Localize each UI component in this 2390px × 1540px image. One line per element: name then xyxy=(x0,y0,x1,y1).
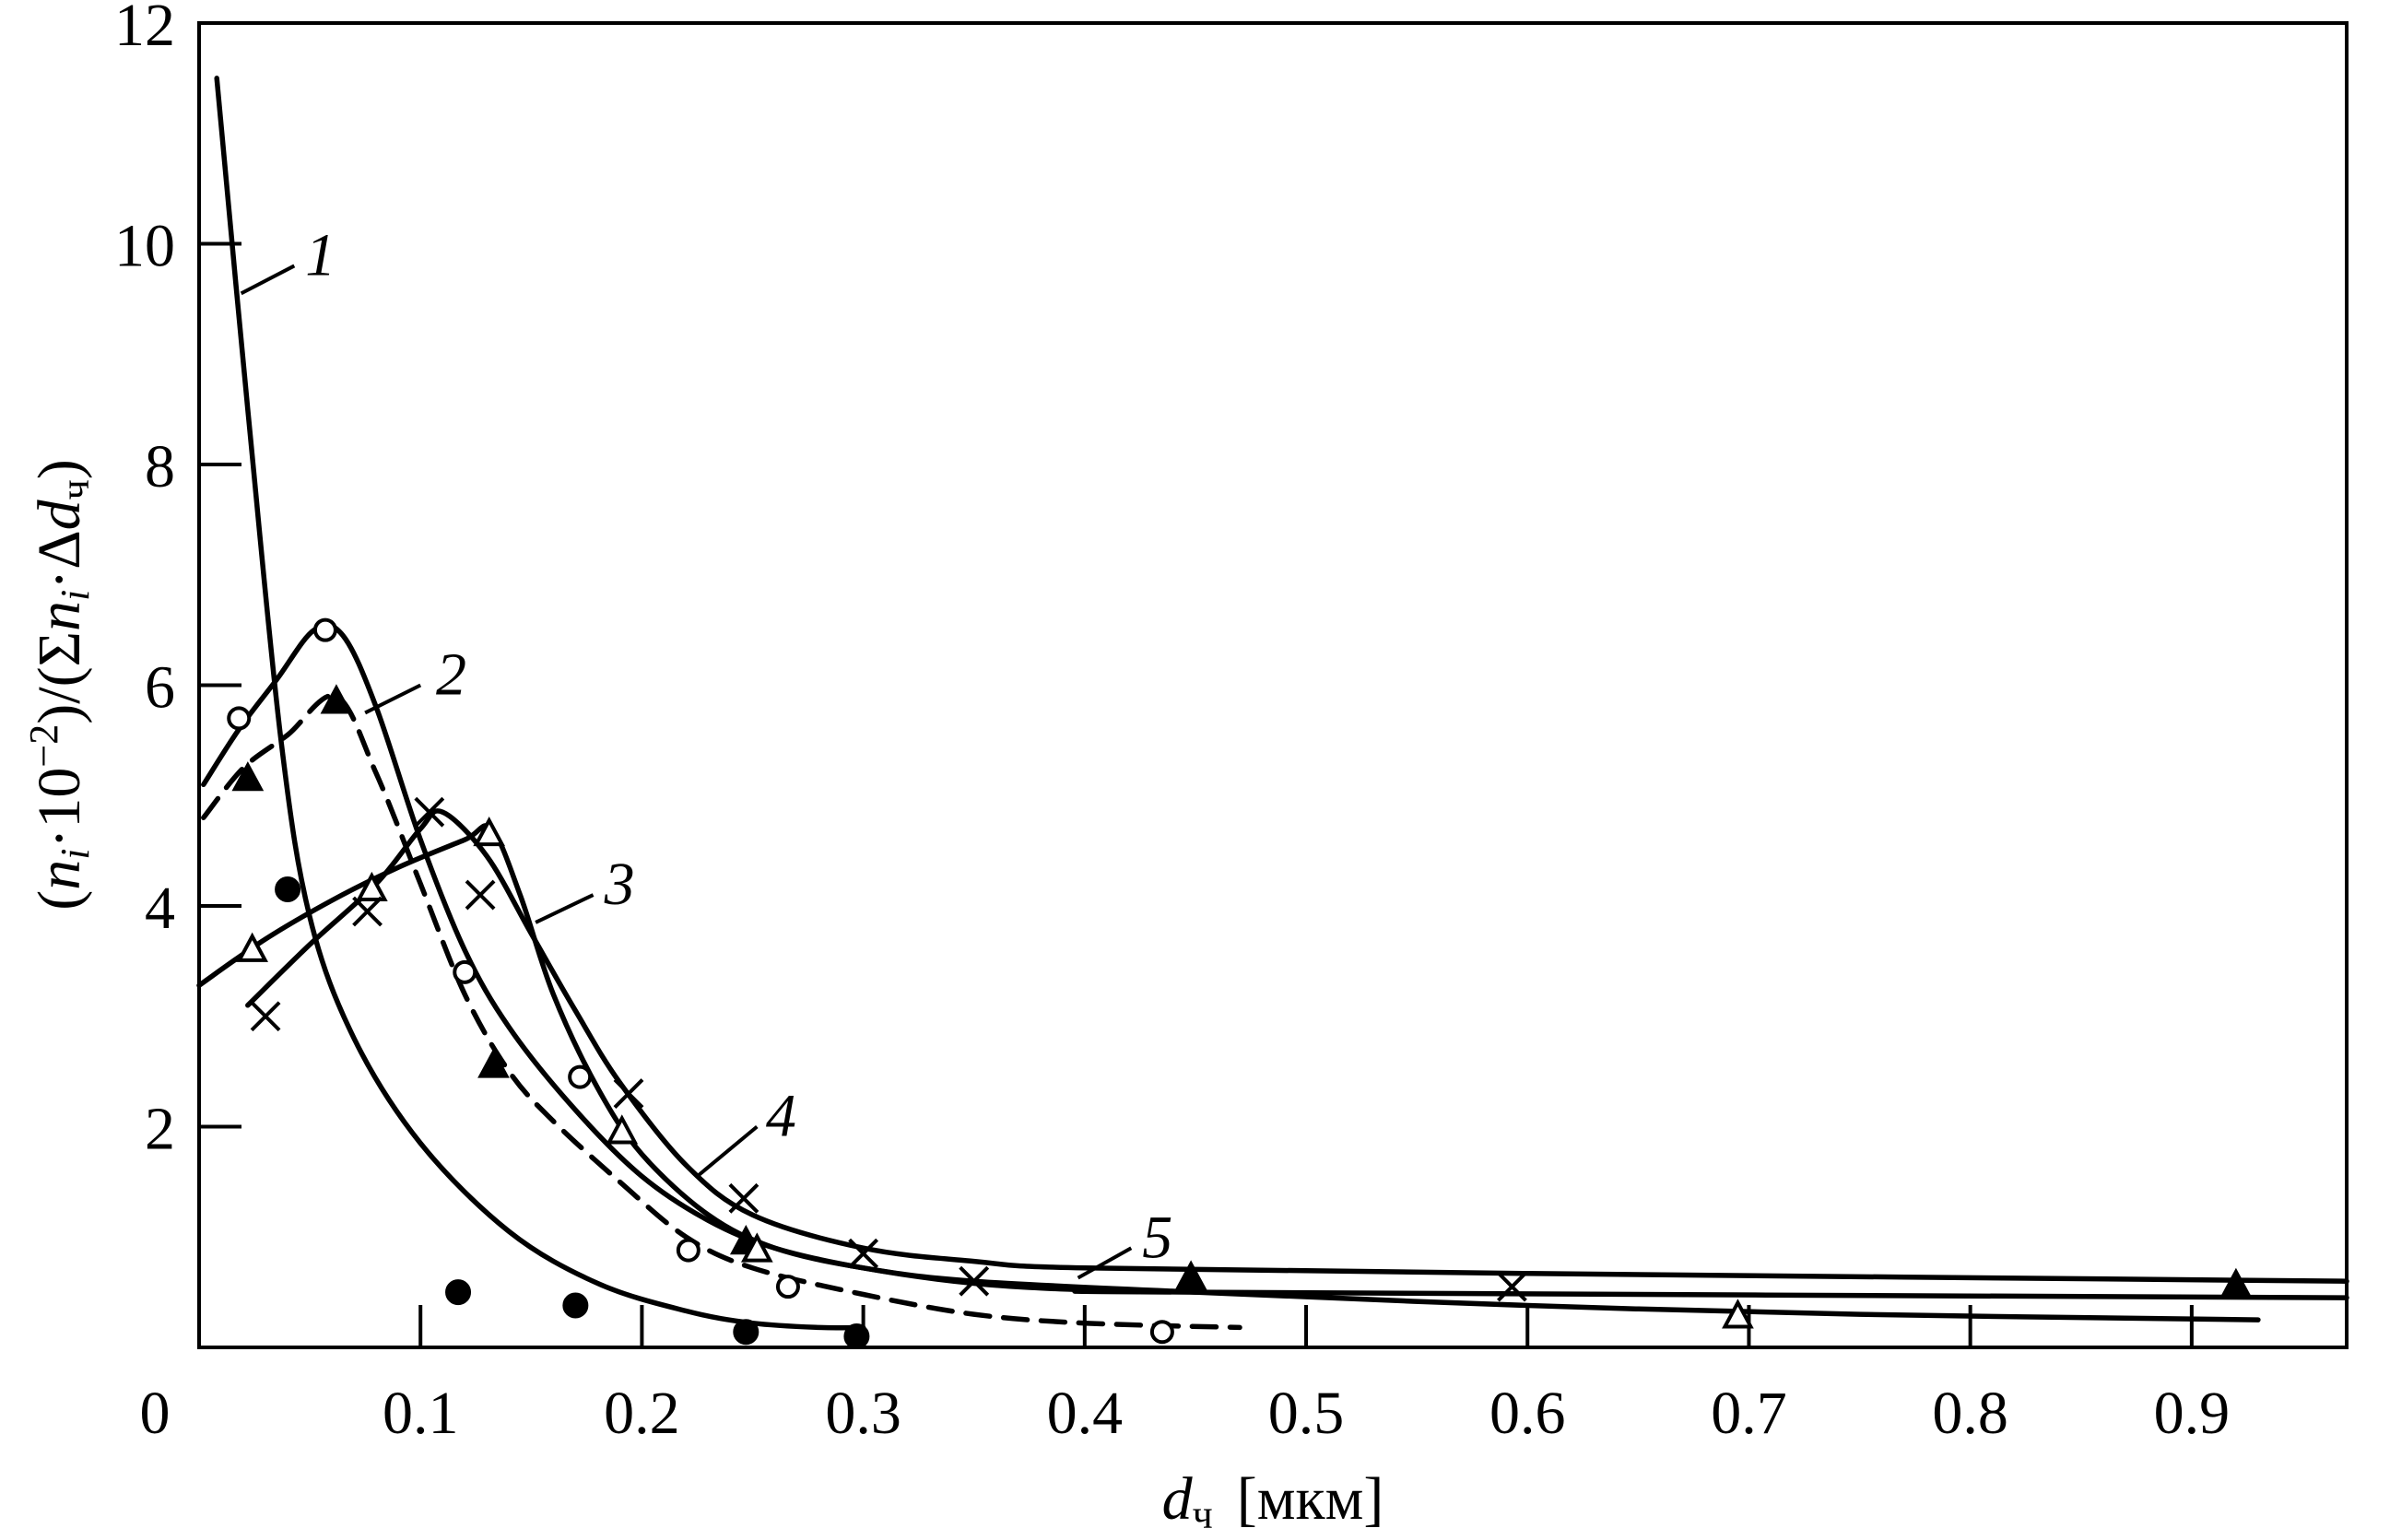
data-point-open-circle xyxy=(775,1275,800,1299)
curve-label: 1 xyxy=(305,221,336,288)
data-point-cross xyxy=(352,896,383,927)
y-tick-label: 4 xyxy=(145,875,175,942)
data-point-filled-triangle xyxy=(231,761,265,792)
data-point-cross xyxy=(414,796,445,828)
data-point-filled-triangle xyxy=(1174,1260,1207,1290)
data-point-filled-circle xyxy=(445,1279,472,1306)
x-tick-labels: 0.1 0.2 0.3 0.4 0.5 0.6 0.7 0.8 0.9 xyxy=(383,1380,2230,1447)
curve-label: 5 xyxy=(1142,1204,1172,1271)
y-tick-label: 12 xyxy=(114,0,175,59)
x-tick-label: 0.5 xyxy=(1268,1380,1345,1447)
y-tick-labels: 2 4 6 8 10 12 xyxy=(114,0,175,1163)
data-point-open-triangle xyxy=(236,932,268,962)
curves xyxy=(196,76,2349,1331)
series-curve xyxy=(196,823,2261,1323)
data-point-open-triangle xyxy=(606,1114,639,1145)
data-point-filled-triangle xyxy=(477,1048,510,1078)
curve-label: 2 xyxy=(436,641,466,709)
data-point-cross xyxy=(613,1078,644,1109)
data-point-open-triangle xyxy=(1722,1299,1754,1329)
y-tick-label: 10 xyxy=(114,213,175,280)
data-point-open-circle xyxy=(676,1238,701,1263)
data-point-open-triangle xyxy=(356,871,388,902)
x-tick-label: 0.1 xyxy=(383,1380,459,1447)
curve-labels: 1 2 3 4 5 xyxy=(240,221,1172,1280)
curve-label-leader xyxy=(240,264,296,296)
data-point-open-circle xyxy=(453,959,477,984)
x-tick-label: 0.9 xyxy=(2154,1380,2231,1447)
data-point-cross xyxy=(465,879,496,911)
x-axis-unit: [мкм] xyxy=(1237,1465,1384,1533)
curve-label-leader xyxy=(535,893,595,924)
series-curve xyxy=(201,622,2349,1300)
y-tick-label: 6 xyxy=(145,654,175,722)
x-tick-label: 0.8 xyxy=(1932,1380,2008,1447)
x-tick-label: 0.3 xyxy=(825,1380,901,1447)
y-tick-label: 8 xyxy=(145,433,175,500)
data-point-open-triangle xyxy=(473,816,506,847)
y-axis-label: (ni·10−2)/(Σni·Δdч) xyxy=(21,459,98,911)
data-point-open-circle xyxy=(1149,1320,1174,1345)
data-point-cross xyxy=(1497,1271,1527,1302)
data-point-cross xyxy=(848,1238,879,1269)
x-tick-label: 0.2 xyxy=(604,1380,680,1447)
data-point-open-triangle xyxy=(740,1232,773,1263)
data-point-cross xyxy=(250,1001,281,1032)
data-point-open-circle xyxy=(227,706,252,731)
data-point-filled-circle xyxy=(275,876,301,903)
data-point-open-circle xyxy=(568,1064,593,1089)
series-curve xyxy=(201,692,1242,1331)
x-tick-label: 0.6 xyxy=(1489,1380,1566,1447)
tick-marks xyxy=(199,21,2194,1347)
x-axis-label: dч [мкм] xyxy=(1162,1465,1384,1537)
data-point-filled-triangle xyxy=(320,684,353,714)
data-point-filled-circle xyxy=(733,1319,759,1346)
curve-label: 4 xyxy=(766,1083,796,1150)
y-tick-label: 2 xyxy=(145,1096,175,1163)
series-curve xyxy=(245,808,2349,1284)
x-tick-label: 0.7 xyxy=(1711,1380,1787,1447)
x-axis-symbol: d xyxy=(1162,1465,1194,1533)
data-point-filled-triangle xyxy=(2219,1267,2253,1298)
curve-label-leader xyxy=(1077,1246,1133,1280)
data-point-cross xyxy=(959,1265,990,1297)
data-point-filled-circle xyxy=(562,1292,589,1319)
data-point-open-circle xyxy=(312,617,337,642)
plot-frame xyxy=(197,21,2349,1349)
markers xyxy=(227,617,2253,1350)
curve-label-leader xyxy=(696,1124,759,1178)
data-point-filled-circle xyxy=(843,1323,870,1350)
x-tick-label: 0.4 xyxy=(1047,1380,1124,1447)
origin-label: 0 xyxy=(140,1380,171,1447)
curve-label-leader xyxy=(364,683,422,715)
x-axis-subscript: ч xyxy=(1193,1492,1213,1537)
curve-label: 3 xyxy=(604,851,635,918)
data-point-cross xyxy=(728,1182,759,1214)
series-curve xyxy=(214,76,866,1331)
